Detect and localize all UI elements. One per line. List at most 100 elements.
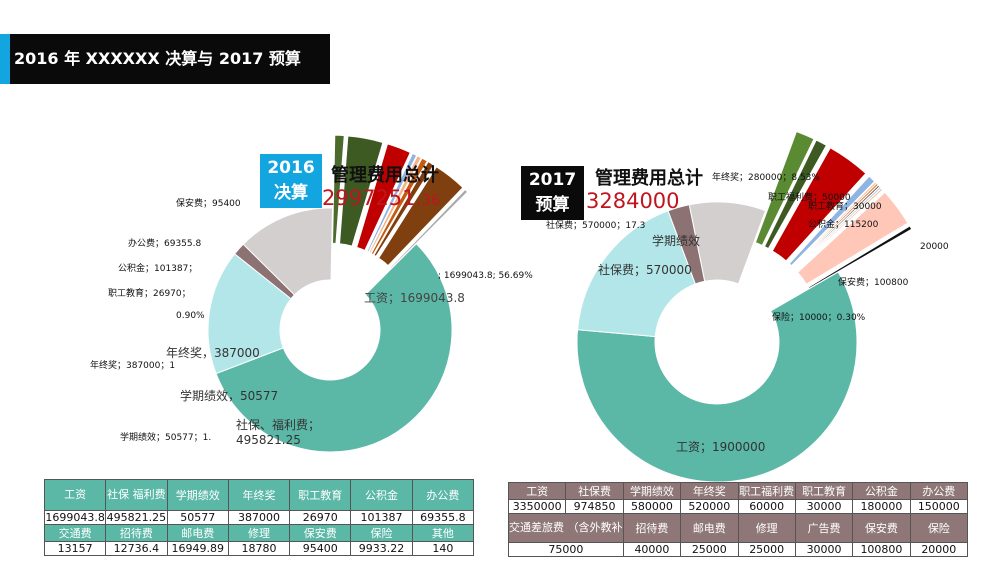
table-cell: 保安费 bbox=[289, 524, 352, 542]
table-cell: 25000 bbox=[680, 542, 739, 557]
donut-slice-1-12 bbox=[794, 187, 884, 271]
table-cell: 邮电费 bbox=[166, 524, 229, 542]
donut-label-0-7: 学期绩效；50577；1. bbox=[120, 431, 211, 443]
table-cell: 修理 bbox=[227, 524, 291, 542]
table-cell: 招待费 bbox=[105, 524, 168, 542]
badge-2016-label: 决算 bbox=[274, 183, 308, 203]
donut-label-0-10: 公积金；101387； bbox=[118, 262, 197, 274]
table-cell: 年终奖 bbox=[227, 479, 291, 511]
donut-slice-0-1 bbox=[207, 253, 292, 375]
donut-chart-1: 工资；1900000 社保费；570000 学期绩效 年终奖；280000；8.53%… bbox=[546, 130, 949, 483]
donut-slice-0-6 bbox=[356, 143, 412, 252]
table-cell: 年终奖 bbox=[680, 482, 739, 500]
donut-slice-1-0 bbox=[576, 271, 858, 483]
table-cell: 学期绩效 bbox=[622, 482, 682, 500]
table-cell: 180000 bbox=[852, 499, 911, 514]
donut-label-0-1: 社保、福利费； bbox=[236, 417, 320, 432]
badge-2017: 2017 预算 bbox=[521, 166, 584, 220]
table-cell: 职工教育 bbox=[289, 479, 352, 511]
table-2017: 工资 社保费 学期绩效 年终奖 职工福利费 职工教育 公积金 办公费 33500… bbox=[507, 482, 969, 557]
donut-slice-1-14 bbox=[807, 225, 913, 290]
table-cell: 保险 bbox=[909, 513, 969, 543]
donut-slice-1-7 bbox=[788, 175, 876, 267]
donut-label-0-5: ; 1699043.8; 56.69% bbox=[438, 271, 533, 281]
donut-chart-0: 工资；1699043.8 社保、福利费；495821.25 学期绩效，50577 年终… bbox=[90, 134, 533, 453]
donut-slice-1-1 bbox=[576, 210, 696, 338]
table-cell: 520000 bbox=[680, 499, 739, 514]
table-cell: 公积金 bbox=[350, 479, 413, 511]
table-cell: 3350000 bbox=[507, 499, 567, 514]
donut-slice-1-13 bbox=[796, 191, 909, 285]
donut-slice-1-3 bbox=[688, 201, 767, 285]
donut-label-1-10: 社保费；570000；17.3 bbox=[546, 219, 645, 231]
table-cell: 工资 bbox=[43, 479, 107, 511]
table-cell: 学期绩效 bbox=[166, 479, 229, 511]
donut-label-0-11: 保安费；95400 bbox=[176, 197, 241, 209]
table-cell: 工资 bbox=[507, 482, 567, 500]
table-cell: 办公费 bbox=[411, 479, 475, 511]
table-cell: 95400 bbox=[289, 541, 352, 556]
table-cell: 职工福利费 bbox=[737, 482, 796, 500]
donut-label-0-8: 职工教育；26970； bbox=[108, 287, 191, 299]
donut-slice-0-0 bbox=[215, 243, 453, 453]
table-cell: 其他 bbox=[411, 524, 475, 542]
table-cell: 社保 福利费 bbox=[105, 479, 168, 511]
title-accent bbox=[0, 34, 10, 84]
donut-label-1-9: 保险；10000；0.30% bbox=[772, 311, 866, 323]
donut-label-0-3: 学期绩效，50577 bbox=[180, 388, 278, 403]
table-cell: 580000 bbox=[622, 499, 682, 514]
donut-label-1-0: 工资；1900000 bbox=[676, 440, 765, 454]
donut-label-0-6: 年终奖；387000；1 bbox=[90, 359, 175, 371]
table-cell: 12736.4 bbox=[105, 541, 168, 556]
table-cell: 13157 bbox=[43, 541, 107, 556]
table-2016-value-row-1: 1699043.8 495821.25 50577 387000 26970 1… bbox=[43, 510, 475, 525]
table-cell: 邮电费 bbox=[680, 513, 739, 543]
badge-2016-year: 2016 bbox=[267, 158, 315, 178]
table-cell: 职工教育 bbox=[794, 482, 854, 500]
table-2016-header-row-2: 交通费 招待费 邮电费 修理 保安费 保险 其他 bbox=[43, 524, 475, 542]
table-2017-value-row-1: 3350000 974850 580000 520000 60000 30000… bbox=[507, 499, 969, 514]
table-cell: 招待费 bbox=[622, 513, 682, 543]
donut-slice-0-8 bbox=[368, 155, 422, 254]
donut-slice-1-6 bbox=[771, 147, 867, 262]
table-cell: 公积金 bbox=[852, 482, 911, 500]
total-title-2017: 管理费用总计 bbox=[595, 168, 703, 189]
table-cell: 101387 bbox=[350, 510, 413, 525]
donut-label-1-1: 社保费；570000 bbox=[598, 262, 692, 277]
badge-2017-year: 2017 bbox=[528, 170, 577, 190]
donut-slice-0-10 bbox=[373, 160, 435, 258]
total-value-2016-dec: 36 bbox=[422, 193, 441, 209]
donut-label-1-8: 保安费；100800 bbox=[838, 276, 909, 288]
table-cell: 75000 bbox=[508, 542, 624, 557]
donut-slice-0-13 bbox=[390, 191, 469, 270]
table-2017-header-row-2: 交通差旅费 （含外教补贴） 招待费 邮电费 修理 广告费 保安费 保险 bbox=[508, 513, 969, 543]
table-2016-header-row-1: 工资 社保 福利费 学期绩效 年终奖 职工教育 公积金 办公费 bbox=[43, 479, 475, 511]
table-cell: 50577 bbox=[166, 510, 229, 525]
table-cell: 30000 bbox=[794, 542, 854, 557]
donut-label-0-12: 办公费；69355.8 bbox=[128, 237, 201, 249]
table-cell: 办公费 bbox=[909, 482, 969, 500]
donut-label-0-0: 工资；1699043.8 bbox=[364, 291, 465, 305]
table-cell: 69355.8 bbox=[411, 510, 475, 525]
table-cell: 140 bbox=[411, 541, 475, 556]
table-2016-value-row-2: 13157 12736.4 16949.89 18780 95400 9933.… bbox=[43, 541, 475, 556]
donut-slice-0-7 bbox=[366, 152, 418, 253]
table-cell: 60000 bbox=[737, 499, 796, 514]
table-cell: 25000 bbox=[737, 542, 796, 557]
donut-label-1-6: 公积金；115200 bbox=[808, 218, 879, 230]
table-cell: 交通差旅费 （含外教补贴） bbox=[508, 513, 624, 543]
total-value-2017: 3284000 bbox=[586, 189, 680, 213]
table-cell: 保安费 bbox=[852, 513, 911, 543]
donut-slice-0-11 bbox=[377, 166, 464, 267]
table-cell: 495821.25 bbox=[105, 510, 168, 525]
total-value-2016-int: 2997251. bbox=[322, 186, 423, 210]
donut-slice-0-5 bbox=[338, 135, 384, 247]
table-2017-header-row-1: 工资 社保费 学期绩效 年终奖 职工福利费 职工教育 公积金 办公费 bbox=[507, 482, 969, 500]
table-cell: 40000 bbox=[622, 542, 682, 557]
donut-label-0-4: 年终奖，387000 bbox=[166, 345, 260, 360]
table-cell: 100800 bbox=[852, 542, 911, 557]
donut-label-1-3: 年终奖；280000；8.53% bbox=[712, 171, 820, 183]
table-cell: 9933.22 bbox=[350, 541, 413, 556]
total-title-2016: 管理费用总计 bbox=[331, 165, 439, 186]
